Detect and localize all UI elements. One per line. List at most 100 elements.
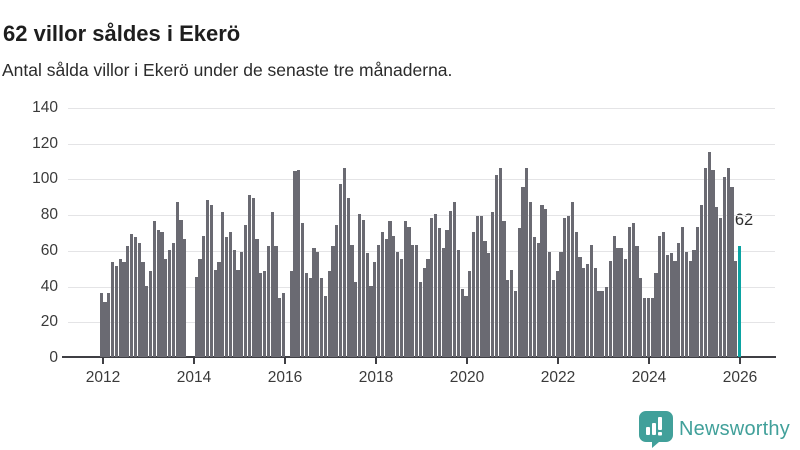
bar — [624, 258, 628, 357]
y-tick-label: 40 — [40, 277, 58, 295]
bar — [502, 221, 506, 357]
bar — [240, 251, 244, 357]
x-tick-mark — [102, 358, 104, 364]
bar — [278, 298, 282, 357]
bar — [494, 174, 498, 357]
bar — [323, 296, 327, 357]
gridline — [68, 215, 775, 217]
bar — [662, 232, 666, 357]
bar — [548, 251, 552, 357]
bar — [525, 167, 529, 357]
bar — [582, 267, 586, 357]
bar — [654, 273, 658, 357]
bar — [289, 271, 293, 357]
bar — [141, 262, 145, 357]
bar — [358, 214, 362, 357]
bar — [715, 207, 719, 357]
bar — [384, 239, 388, 357]
y-tick-label: 100 — [32, 170, 58, 188]
bar — [301, 223, 305, 357]
bar — [304, 273, 308, 357]
gridline — [68, 179, 775, 181]
bar — [521, 187, 525, 357]
y-tick-label: 80 — [40, 206, 58, 224]
bar — [627, 226, 631, 357]
bar — [225, 237, 229, 357]
bar — [346, 198, 350, 357]
bar — [536, 242, 540, 357]
bar — [388, 221, 392, 357]
bar — [209, 205, 213, 357]
bar — [118, 258, 122, 357]
bar — [730, 187, 734, 357]
bar — [380, 232, 384, 357]
bar — [669, 253, 673, 357]
x-tick-mark — [739, 358, 741, 364]
plot-area: 62 2012 2014 2016 2018 2020 2022 2024 2026 — [62, 108, 776, 386]
bar — [445, 230, 449, 357]
bar — [506, 280, 510, 357]
bar — [373, 262, 377, 357]
bar — [696, 226, 700, 357]
bar — [540, 205, 544, 357]
bar — [688, 260, 692, 357]
bar — [437, 228, 441, 357]
bar — [646, 298, 650, 357]
bar — [453, 201, 457, 357]
x-tick-label: 2016 — [267, 369, 303, 386]
bar — [152, 221, 156, 357]
bar — [228, 232, 232, 357]
bar — [422, 267, 426, 357]
bar — [578, 257, 582, 357]
bar-chart: 62 2012 2014 2016 2018 2020 2022 2024 2026 0 20 4… — [0, 95, 800, 400]
y-tick-label: 140 — [32, 99, 58, 116]
bar — [726, 167, 730, 357]
bar — [202, 235, 206, 357]
bar — [479, 215, 483, 357]
bar — [99, 292, 103, 357]
bar — [407, 226, 411, 357]
bar — [491, 212, 495, 357]
bar — [635, 246, 639, 357]
bar — [274, 246, 278, 357]
bar — [612, 235, 616, 357]
bar — [194, 276, 198, 357]
bar — [586, 264, 590, 357]
bar — [589, 244, 593, 357]
bar — [616, 248, 620, 357]
x-tick-label: 2020 — [449, 369, 485, 386]
x-tick-label: 2026 — [722, 369, 758, 386]
bar — [441, 248, 445, 357]
bar — [255, 239, 259, 357]
bar — [475, 215, 479, 357]
newsworthy-logo-icon — [639, 411, 673, 448]
bar — [483, 240, 487, 357]
bar — [460, 289, 464, 357]
bar — [114, 265, 118, 357]
gridline — [68, 108, 775, 109]
bar — [658, 235, 662, 357]
x-tick-mark — [648, 358, 650, 364]
bar — [426, 258, 430, 357]
x-tick-label: 2012 — [85, 369, 121, 386]
bar — [130, 233, 134, 357]
y-tick-label: 120 — [32, 134, 58, 152]
bar — [350, 244, 354, 357]
bar — [517, 228, 521, 357]
bar — [107, 292, 111, 357]
x-tick-mark — [466, 358, 468, 364]
bar — [259, 273, 263, 357]
bar — [555, 271, 559, 357]
bar — [282, 292, 286, 357]
bar — [399, 258, 403, 357]
bar — [396, 251, 400, 357]
bar — [605, 287, 609, 357]
bar — [168, 249, 172, 357]
bar — [639, 278, 643, 357]
bar — [593, 267, 597, 357]
bar — [513, 290, 517, 357]
bar — [601, 290, 605, 357]
page-title: 62 villor såldes i Ekerö — [3, 20, 241, 46]
bar — [574, 232, 578, 357]
bar — [449, 210, 453, 357]
